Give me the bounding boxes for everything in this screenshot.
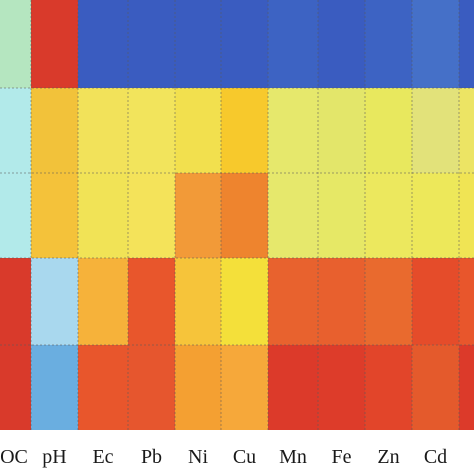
heatmap-cell-r4-cd: [412, 258, 459, 345]
heatmap-cell-r2-zn: [365, 88, 412, 173]
heatmap-cell-r3-fe: [318, 173, 365, 258]
heatmap-cell-r1-cd: [412, 0, 459, 88]
heatmap-cell-r5-mn: [268, 345, 318, 430]
tick-label-ph: pH: [42, 446, 66, 468]
heatmap-cell-r4-mn: [268, 258, 318, 345]
heatmap-cell-r4-col11: [459, 258, 474, 345]
heatmap-cell-r3-ec: [78, 173, 128, 258]
heatmap-cell-r2-ph: [31, 88, 78, 173]
heatmap-cell-r5-pb: [128, 345, 175, 430]
heatmap-cell-r5-ni: [175, 345, 221, 430]
heatmap-cell-r5-oc: [0, 345, 31, 430]
heatmap-cell-r5-zn: [365, 345, 412, 430]
heatmap-grid: [0, 0, 474, 430]
heatmap-cell-r2-pb: [128, 88, 175, 173]
heatmap-cell-r3-ph: [31, 173, 78, 258]
heatmap-cell-r4-oc: [0, 258, 31, 345]
heatmap-cell-r4-ni: [175, 258, 221, 345]
heatmap-cell-r1-col11: [459, 0, 474, 88]
heatmap-cell-r1-cu: [221, 0, 268, 88]
heatmap-cell-r1-ni: [175, 0, 221, 88]
heatmap-cell-r3-zn: [365, 173, 412, 258]
heatmap-cell-r3-cu: [221, 173, 268, 258]
heatmap-cell-r1-ec: [78, 0, 128, 88]
heatmap-cell-r2-col11: [459, 88, 474, 173]
heatmap-cell-r1-mn: [268, 0, 318, 88]
heatmap-cell-r4-pb: [128, 258, 175, 345]
heatmap-cell-r3-cd: [412, 173, 459, 258]
heatmap-cell-r1-fe: [318, 0, 365, 88]
heatmap-cell-r1-oc: [0, 0, 31, 88]
heatmap-cell-r1-ph: [31, 0, 78, 88]
heatmap-cell-r1-zn: [365, 0, 412, 88]
tick-label-ec: Ec: [92, 446, 113, 468]
heatmap-cell-r4-ec: [78, 258, 128, 345]
column-tick-labels: OC pH Ec Pb Ni Cu Mn Fe Zn Cd: [0, 446, 447, 468]
tick-label-cu: Cu: [233, 446, 256, 468]
tick-label-oc: OC: [0, 446, 28, 468]
tick-label-zn: Zn: [377, 446, 399, 468]
heatmap-cell-r5-col11: [459, 345, 474, 430]
heatmap-cell-r3-mn: [268, 173, 318, 258]
heatmap-cell-r5-ph: [31, 345, 78, 430]
heatmap-cell-r5-cd: [412, 345, 459, 430]
heatmap-cell-r2-fe: [318, 88, 365, 173]
tick-label-pb: Pb: [141, 446, 162, 468]
heatmap-cell-r3-col11: [459, 173, 474, 258]
tick-label-fe: Fe: [332, 446, 352, 468]
heatmap-cell-r4-zn: [365, 258, 412, 345]
heatmap-cell-r2-mn: [268, 88, 318, 173]
tick-label-ni: Ni: [188, 446, 208, 468]
heatmap-cell-r2-oc: [0, 88, 31, 173]
heatmap-cell-r3-pb: [128, 173, 175, 258]
tick-label-cd: Cd: [424, 446, 447, 468]
heatmap-cell-r1-pb: [128, 0, 175, 88]
heatmap-cell-r2-ec: [78, 88, 128, 173]
heatmap-cell-r3-oc: [0, 173, 31, 258]
tick-label-mn: Mn: [279, 446, 307, 468]
heatmap-cell-r5-ec: [78, 345, 128, 430]
heatmap-cell-r3-ni: [175, 173, 221, 258]
heatmap-cell-r5-cu: [221, 345, 268, 430]
heatmap-cell-r2-cd: [412, 88, 459, 173]
heatmap-cell-r4-ph: [31, 258, 78, 345]
heatmap-cell-r2-ni: [175, 88, 221, 173]
heatmap-cell-r4-cu: [221, 258, 268, 345]
heatmap-cell-r4-fe: [318, 258, 365, 345]
heatmap-cell-r2-cu: [221, 88, 268, 173]
heatmap-cells: [0, 0, 474, 430]
heatmap-cell-r5-fe: [318, 345, 365, 430]
